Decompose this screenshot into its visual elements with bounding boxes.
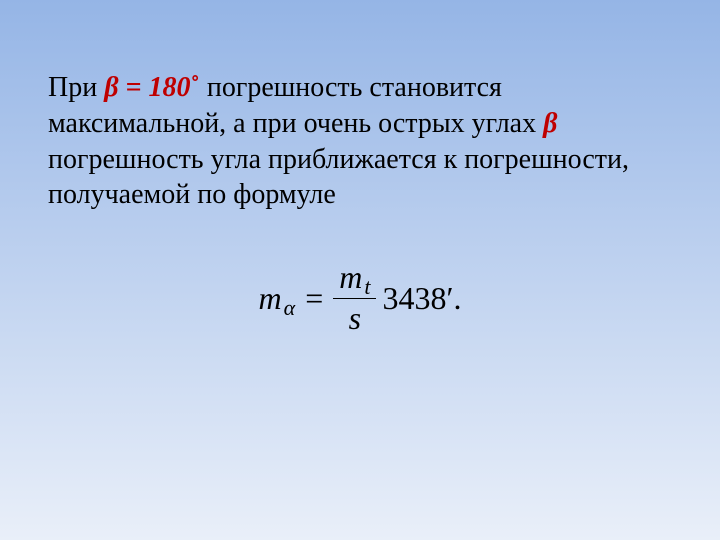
fraction: mt s [333, 261, 376, 335]
lhs-m: m [259, 280, 282, 317]
fraction-numerator: mt [333, 261, 376, 295]
text-run-1: При [48, 72, 104, 103]
slide: При β = 180˚ погрешность становится макс… [0, 0, 720, 540]
num-sub-t: t [364, 275, 370, 298]
equals-sign: = [305, 280, 323, 317]
beta-symbol: β [543, 108, 557, 139]
formula: mα = mt s 3438′. [259, 261, 462, 335]
lhs-sub-alpha: α [284, 295, 296, 321]
formula-period: . [453, 280, 461, 317]
beta-equals-180: β = 180 [104, 72, 190, 103]
body-paragraph: При β = 180˚ погрешность становится макс… [48, 70, 672, 213]
factor-3438: 3438 [382, 280, 446, 317]
formula-lhs: mα [259, 280, 296, 317]
formula-container: mα = mt s 3438′. [48, 261, 672, 335]
fraction-denominator: s [343, 302, 367, 336]
degree-symbol: ˚ [191, 72, 200, 103]
text-run-3: погрешность угла приближается к погрешно… [48, 144, 629, 211]
arcminute-prime: ′ [446, 280, 453, 317]
num-m: m [339, 261, 362, 295]
